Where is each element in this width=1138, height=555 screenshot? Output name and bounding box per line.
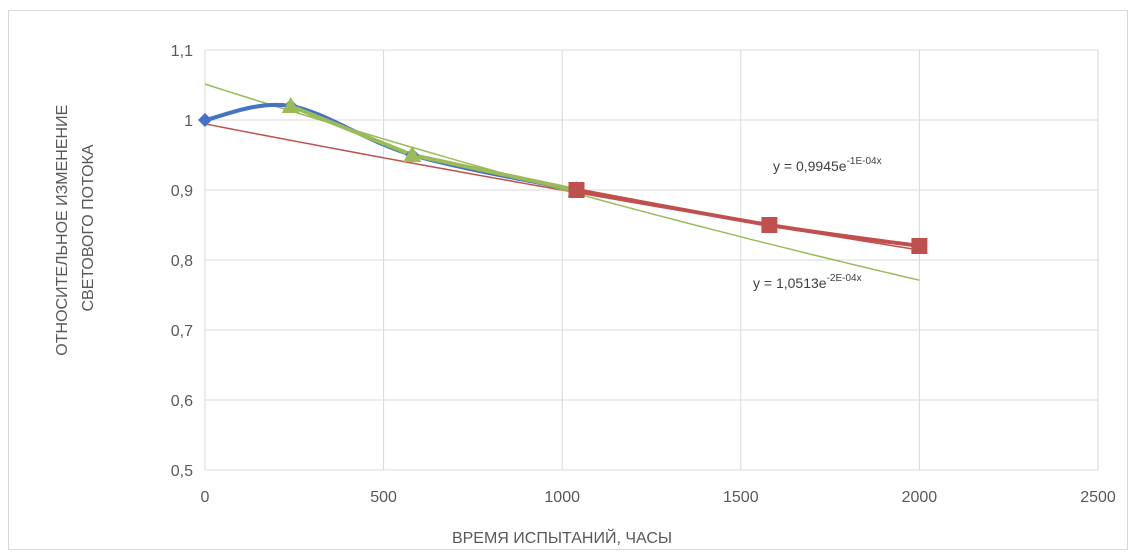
x-axis-title: ВРЕМЯ ИСПЫТАНИЙ, ЧАСЫ bbox=[452, 528, 672, 547]
y-axis-title: ОТНОСИТЕЛЬНОЕ ИЗМЕНЕНИЕ СВЕТОВОГО ПОТОКА bbox=[54, 100, 97, 355]
x-tick-label: 0 bbox=[201, 489, 210, 506]
y-axis-title-line-2: СВЕТОВОГО ПОТОКА bbox=[80, 144, 97, 311]
y-tick-label: 0,9 bbox=[171, 183, 193, 200]
trendline-equation-1: y = 0,9945e-1E-04x bbox=[773, 156, 882, 174]
y-tick-label: 0,7 bbox=[171, 323, 193, 340]
data-markers bbox=[198, 97, 928, 254]
square-marker bbox=[568, 182, 585, 198]
triangle-marker bbox=[403, 146, 422, 162]
y-tick-label: 1,1 bbox=[171, 43, 193, 60]
y-tick-label: 0,6 bbox=[171, 393, 193, 410]
x-tick-label: 500 bbox=[370, 489, 397, 506]
square-marker bbox=[761, 217, 778, 233]
y-tick-labels: 0,5 0,6 0,7 0,8 0,9 1 1,1 bbox=[171, 43, 193, 480]
trendline-equation-2-exponent: -2E-04x bbox=[827, 273, 862, 284]
y-axis-title-line-1: ОТНОСИТЕЛЬНОЕ ИЗМЕНЕНИЕ bbox=[54, 105, 71, 356]
triangle-marker bbox=[281, 97, 300, 113]
x-tick-label: 1000 bbox=[544, 489, 580, 506]
chart-frame bbox=[8, 10, 1128, 550]
x-tick-label: 2500 bbox=[1080, 489, 1116, 506]
square-marker bbox=[911, 238, 928, 254]
trendline-equation-2-base: y = 1,0513e bbox=[753, 275, 827, 291]
y-tick-label: 0,8 bbox=[171, 253, 193, 270]
trendline-equation-1-exponent: -1E-04x bbox=[847, 156, 882, 167]
grid-lines bbox=[204, 49, 1099, 471]
y-tick-label: 0,5 bbox=[171, 463, 193, 480]
trendline-equation-2: y = 1,0513e-2E-04x bbox=[753, 273, 862, 291]
x-tick-labels: 0 500 1000 1500 2000 2500 bbox=[201, 489, 1116, 506]
x-tick-label: 2000 bbox=[902, 489, 938, 506]
series-line bbox=[574, 188, 922, 248]
x-tick-label: 1500 bbox=[723, 489, 759, 506]
diamond-marker bbox=[198, 113, 212, 127]
y-tick-label: 1 bbox=[184, 113, 193, 130]
trendline-equation-1-base: y = 0,9945e bbox=[773, 158, 847, 174]
